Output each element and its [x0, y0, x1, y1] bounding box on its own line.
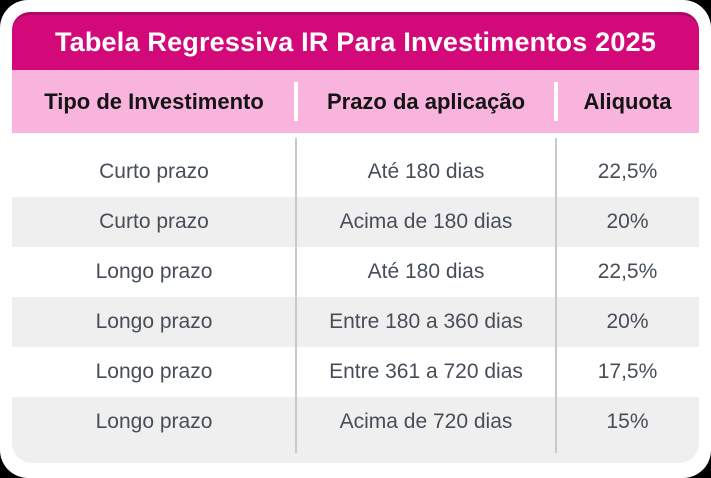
table-row: Curto prazo Acima de 180 dias 20%: [12, 197, 699, 247]
table-cell: Longo prazo: [95, 310, 213, 333]
table-cell: 17,5%: [597, 360, 658, 383]
table-cell: Curto prazo: [99, 160, 209, 183]
header-divider: [294, 82, 298, 121]
column-header-aliquota: Aliquota: [583, 88, 672, 114]
table-cell: Acima de 180 dias: [339, 210, 513, 233]
table-cell: Longo prazo: [95, 260, 213, 283]
table-cell: 15%: [606, 410, 649, 433]
column-divider: [555, 138, 557, 453]
table-cell: Longo prazo: [95, 360, 213, 383]
table-row: Curto prazo Até 180 dias 22,5%: [12, 147, 699, 197]
table-cell: Entre 180 a 360 dias: [329, 310, 523, 333]
table-row: Longo prazo Entre 180 a 360 dias 20%: [12, 297, 699, 347]
table-cell: Curto prazo: [99, 210, 209, 233]
header-divider: [554, 82, 558, 121]
column-header-prazo-da-aplicacao: Prazo da aplicação: [326, 88, 526, 114]
table-cell: 20%: [606, 210, 649, 233]
table-body: Curto prazo Até 180 dias 22,5% Curto prazo A…: [12, 133, 699, 463]
table-row: Longo prazo Entre 361 a 720 dias 17,5%: [12, 347, 699, 397]
table-cell: 22,5%: [597, 160, 658, 183]
table-row: Longo prazo Acima de 720 dias 15%: [12, 397, 699, 463]
column-divider: [295, 138, 297, 453]
table-cell: Até 180 dias: [367, 260, 485, 283]
table-cell: Longo prazo: [95, 410, 213, 433]
table-cell: 20%: [606, 310, 649, 333]
column-header-tipo-de-investimento: Tipo de Investimento: [44, 88, 264, 114]
table-cell: 22,5%: [597, 260, 658, 283]
table-row: Longo prazo Até 180 dias 22,5%: [12, 247, 699, 297]
table-cell: Entre 361 a 720 dias: [329, 360, 523, 383]
title-bar: Tabela Regressiva IR Para Investimentos …: [12, 12, 699, 70]
table-header: Tipo de Investimento Prazo da aplicação …: [12, 70, 699, 133]
table-cell: Acima de 720 dias: [339, 410, 513, 433]
table-rows: Curto prazo Até 180 dias 22,5% Curto prazo A…: [12, 147, 699, 463]
page-title: Tabela Regressiva IR Para Investimentos …: [54, 27, 657, 57]
table-cell: Até 180 dias: [367, 160, 485, 183]
